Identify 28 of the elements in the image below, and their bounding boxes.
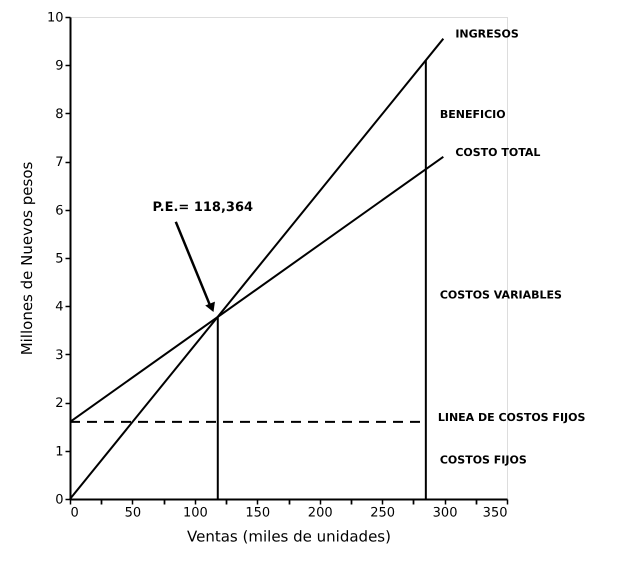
x-tick-label: 50	[124, 506, 142, 520]
annotation: BENEFICIO	[440, 108, 506, 121]
series-label: INGRESOS	[455, 28, 519, 41]
annotation: COSTOS VARIABLES	[440, 288, 562, 302]
y-tick-label: 0	[55, 492, 64, 508]
x-tick-label: 200	[308, 506, 333, 520]
x-tick-label: 150	[245, 506, 270, 520]
x-tick-label: 300	[432, 506, 458, 520]
x-tick-label: 350	[482, 506, 508, 520]
y-tick-label: 5	[55, 252, 64, 266]
y-tick-label: 2	[55, 396, 64, 412]
y-tick-label: 8	[55, 106, 64, 122]
series-label: LINEA DE COSTOS FIJOS	[438, 410, 586, 424]
y-axis-title: Millones de Nuevos pesos	[18, 162, 36, 356]
y-tick-label: 7	[55, 155, 64, 170]
y-tick-label: 4	[55, 300, 64, 315]
annotation: P.E.= 118,364	[152, 200, 254, 215]
x-tick-label: 250	[370, 506, 396, 520]
series-label: COSTO TOTAL	[455, 146, 540, 159]
y-tick-label: 3	[55, 348, 64, 363]
y-tick-label: 6	[55, 203, 64, 218]
x-tick-label: 0	[70, 506, 79, 520]
x-axis-title: Ventas (miles de unidades)	[187, 528, 391, 546]
y-tick-label: 1	[55, 444, 64, 460]
y-tick-label: 10	[46, 10, 64, 26]
y-tick-label: 9	[55, 58, 64, 74]
annotation: COSTOS FIJOS	[440, 453, 527, 466]
x-tick-label: 100	[182, 506, 208, 520]
